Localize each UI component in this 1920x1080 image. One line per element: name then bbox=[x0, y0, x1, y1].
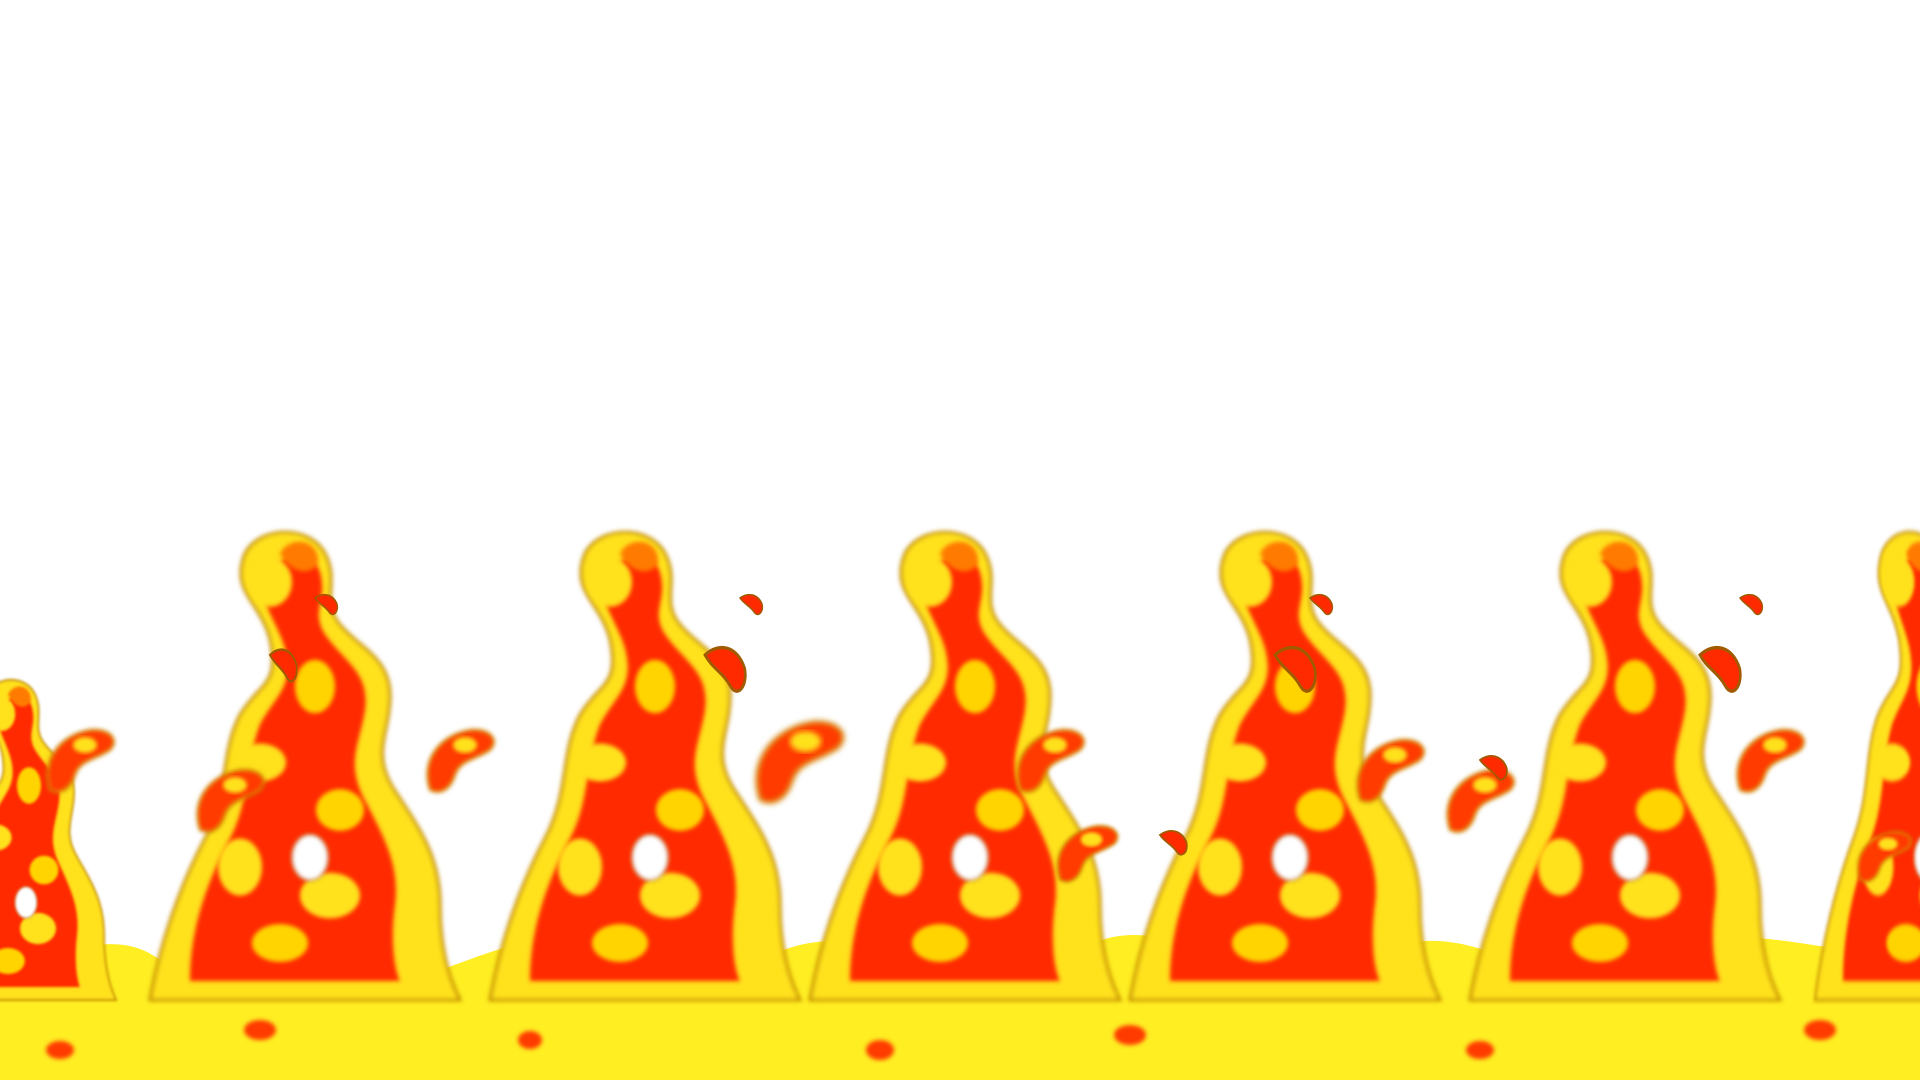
flame-3 bbox=[810, 532, 1120, 1000]
ember-4 bbox=[1739, 593, 1764, 616]
wisp-8 bbox=[1737, 730, 1804, 792]
flame-5 bbox=[1470, 532, 1780, 1000]
ember-2 bbox=[739, 593, 764, 616]
ember-9 bbox=[1159, 830, 1188, 856]
flame-edge-right bbox=[1815, 532, 1920, 1000]
wisp-4 bbox=[757, 722, 843, 803]
flame-edge-left bbox=[0, 680, 116, 1000]
wisp-1 bbox=[47, 730, 114, 792]
wisp-6 bbox=[1357, 740, 1424, 802]
base-drops bbox=[46, 1020, 1836, 1060]
fire-base-band bbox=[0, 934, 1920, 1080]
flame-1 bbox=[150, 532, 460, 1000]
wisp-3 bbox=[427, 730, 494, 792]
